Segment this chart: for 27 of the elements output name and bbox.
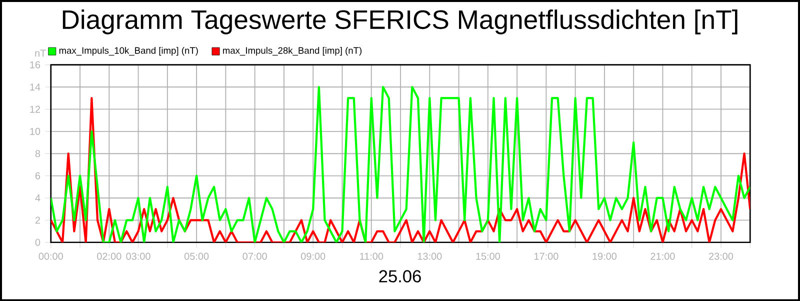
x-tick-label: 07:00	[242, 252, 267, 260]
y-tick-label: 16	[30, 61, 40, 68]
y-tick-label: 14	[30, 83, 40, 90]
x-tick-label: 09:00	[301, 252, 326, 260]
x-tick-label: 11:00	[360, 252, 384, 260]
x-tick-label: 00:00	[38, 252, 63, 260]
x-tick-label: 17:00	[534, 252, 558, 260]
y-tick-label: 0	[35, 238, 40, 246]
legend-label: max_Impuls_28k_Band [imp] (nT)	[223, 46, 362, 56]
x-tick-label: 02:00	[97, 252, 122, 260]
x-tick-label: 03:00	[126, 252, 150, 260]
y-tick-label: 2	[35, 216, 40, 224]
x-tick-label: 23:00	[709, 252, 734, 260]
x-tick-label: 13:00	[418, 252, 442, 260]
x-tick-label: 19:00	[592, 252, 617, 260]
x-tick-label: 21:00	[650, 252, 675, 260]
y-tick-label: 8	[35, 150, 40, 158]
legend-label: max_Impuls_10k_Band [imp] (nT)	[59, 46, 198, 56]
y-tick-label: 6	[35, 172, 40, 180]
chart-title: Diagramm Tageswerte SFERICS Magnetflussdichten [nT]	[62, 9, 738, 34]
x-axis-title: 25.06	[379, 270, 421, 282]
y-tick-label: 4	[35, 194, 40, 202]
y-axis-title: nT	[35, 50, 46, 56]
y-tick-label: 10	[30, 128, 40, 135]
x-tick-label: 05:00	[184, 252, 209, 260]
x-tick-label: 15:00	[476, 252, 500, 260]
y-tick-label: 12	[30, 106, 40, 113]
